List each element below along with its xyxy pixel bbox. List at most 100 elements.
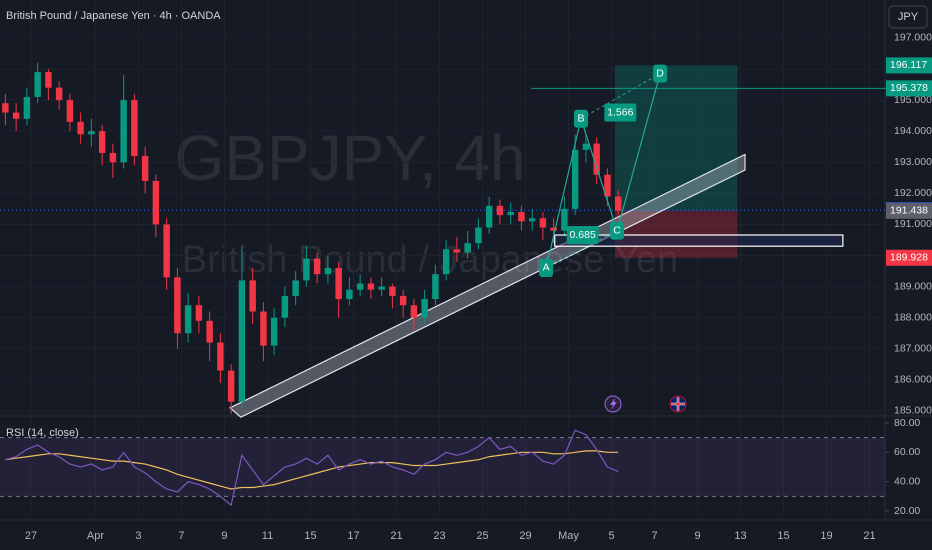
rsi-band bbox=[0, 437, 885, 497]
candle-body bbox=[303, 258, 310, 281]
candle-body bbox=[152, 180, 160, 225]
candle-body bbox=[281, 295, 289, 318]
candle-body bbox=[367, 283, 375, 290]
candle-body bbox=[410, 305, 418, 318]
candle-body bbox=[66, 100, 74, 122]
candle-body bbox=[464, 243, 471, 253]
candle-body bbox=[356, 283, 364, 290]
candle-body bbox=[184, 305, 192, 334]
y-tick-label: 197.000 bbox=[894, 32, 932, 44]
x-tick-label: Apr bbox=[87, 530, 104, 542]
x-tick-label: 17 bbox=[347, 530, 359, 542]
candle-body bbox=[346, 289, 353, 300]
candle-body bbox=[260, 311, 267, 346]
y-tick-label: 189.000 bbox=[894, 280, 932, 292]
candle-body bbox=[238, 280, 246, 402]
y-tick-label: 194.000 bbox=[894, 125, 932, 137]
candle-body bbox=[335, 267, 342, 300]
x-tick-label: 25 bbox=[476, 530, 488, 542]
candle-body bbox=[217, 342, 224, 371]
candle-body bbox=[77, 121, 84, 135]
target-zone bbox=[614, 65, 738, 211]
range-box bbox=[554, 234, 844, 247]
rsi-tick-label: 20.00 bbox=[894, 505, 920, 517]
candle-body bbox=[561, 208, 568, 231]
pattern-point-label: C bbox=[613, 224, 621, 236]
x-tick-label: 7 bbox=[651, 530, 657, 542]
candle-body bbox=[550, 227, 557, 231]
rsi-tick-label: 40.00 bbox=[894, 475, 920, 487]
candle-body bbox=[174, 277, 181, 334]
candle-body bbox=[539, 218, 547, 228]
candle-body bbox=[109, 152, 117, 163]
candle-body bbox=[270, 317, 278, 346]
price-badge bbox=[886, 80, 932, 97]
x-tick-label: 7 bbox=[178, 530, 184, 542]
chart-title: British Pound / Japanese Yen · 4h · OAND… bbox=[6, 10, 221, 22]
candle-body bbox=[313, 258, 321, 275]
y-tick-label: 192.000 bbox=[894, 187, 932, 199]
candle-body bbox=[378, 286, 385, 290]
pattern-point bbox=[653, 64, 668, 83]
candle-body bbox=[2, 103, 9, 113]
x-tick-label: 27 bbox=[25, 530, 37, 542]
price-badge-label: 191.438 bbox=[890, 205, 928, 217]
event-icon[interactable] bbox=[604, 395, 622, 413]
y-tick-label: 193.000 bbox=[894, 156, 932, 168]
candle-body bbox=[206, 320, 213, 343]
y-tick-label: 185.000 bbox=[894, 405, 932, 417]
candle-body bbox=[292, 280, 299, 296]
price-badge bbox=[886, 202, 932, 219]
candle-body bbox=[496, 205, 504, 216]
y-tick-label: 187.000 bbox=[894, 343, 932, 355]
candle-body bbox=[442, 249, 450, 275]
currency[interactable]: JPY bbox=[898, 11, 919, 23]
pattern-point bbox=[573, 109, 588, 128]
candle-body bbox=[593, 143, 600, 175]
y-tick-label: 191.000 bbox=[894, 218, 932, 230]
y-tick-label: 186.000 bbox=[894, 374, 932, 386]
candle-body bbox=[227, 370, 235, 402]
x-tick-label: 9 bbox=[221, 530, 227, 542]
candle-body bbox=[485, 205, 493, 228]
candle-body bbox=[34, 72, 41, 97]
candle-body bbox=[614, 196, 622, 211]
price-badge-label: 189.928 bbox=[890, 252, 928, 264]
watermark: GBPJPY, 4h bbox=[174, 122, 525, 194]
candle-body bbox=[88, 131, 95, 135]
y-tick-label: 195.000 bbox=[894, 94, 932, 106]
pattern-ratio-line bbox=[545, 230, 618, 269]
price-badge-label: 195.378 bbox=[890, 82, 928, 94]
flag-icon[interactable] bbox=[669, 395, 687, 413]
pattern-point bbox=[610, 221, 625, 240]
candle-body bbox=[399, 295, 407, 306]
x-tick-label: 29 bbox=[519, 530, 531, 542]
ratio-badge bbox=[604, 103, 637, 122]
ratio-label: 0.685 bbox=[570, 229, 596, 241]
x-tick-label: 13 bbox=[734, 530, 746, 542]
stop-zone bbox=[614, 210, 738, 258]
x-tick-label: 23 bbox=[433, 530, 445, 542]
rsi-line bbox=[5, 429, 619, 507]
y-tick-label: 188.000 bbox=[894, 311, 932, 323]
candle-body bbox=[518, 212, 525, 222]
candle-body bbox=[507, 212, 514, 216]
candle-body bbox=[120, 100, 127, 163]
lightning[interactable] bbox=[610, 398, 617, 410]
pattern-point-label: B bbox=[577, 113, 584, 125]
ratio-badge bbox=[566, 226, 599, 245]
rsi-tick-label: 80.00 bbox=[894, 417, 920, 429]
flag-cross-red[interactable] bbox=[671, 397, 685, 411]
price-badge bbox=[886, 57, 932, 74]
candle-body bbox=[453, 249, 461, 253]
x-tick-label: 15 bbox=[777, 530, 789, 542]
candle-body bbox=[475, 227, 482, 244]
candle-body bbox=[12, 112, 20, 119]
x-tick-label: 9 bbox=[694, 530, 700, 542]
x-tick-label: 21 bbox=[390, 530, 402, 542]
pattern-point-label: D bbox=[656, 67, 664, 79]
currency-box[interactable] bbox=[888, 5, 928, 29]
